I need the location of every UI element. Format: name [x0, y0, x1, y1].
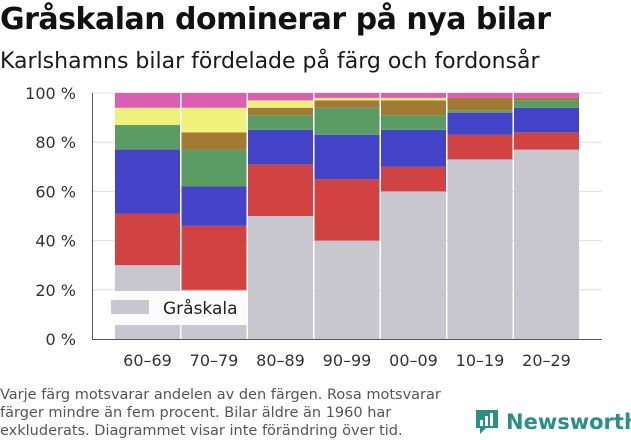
bar-segment-green	[181, 149, 247, 187]
bar-segment-blue	[381, 129, 446, 167]
bar-segment-yellow	[115, 107, 180, 125]
brand-name: Newsworthy	[506, 410, 631, 434]
x-tick-label: 00–09	[389, 351, 438, 370]
bar-segment-red	[314, 179, 380, 241]
bar-segment-green	[314, 107, 380, 135]
bar-segment-pink	[381, 93, 446, 98]
bar-segment-pink	[248, 93, 313, 101]
x-tick-label: 60–69	[123, 351, 172, 370]
bar-segment-brown	[314, 100, 380, 108]
bar-segment-red	[248, 164, 313, 216]
bar-segment-gray	[381, 191, 446, 339]
x-tick-label: 20–29	[522, 351, 571, 370]
bar-segment-brown	[248, 107, 313, 116]
chart-subtitle: Karlshamns bilar fördelade på färg och f…	[0, 49, 540, 74]
bar-segment-blue	[314, 134, 380, 180]
bar-segment-green	[381, 115, 446, 130]
bar-segment-red	[115, 213, 180, 266]
bar-segment-blue	[248, 129, 313, 165]
x-tick-label: 80–89	[256, 351, 305, 370]
bar-segment-green	[447, 110, 513, 113]
bar-segment-brown	[181, 132, 247, 150]
y-tick-label: 100 %	[25, 84, 76, 103]
y-tick-label: 40 %	[35, 232, 76, 251]
y-tick-label: 20 %	[35, 281, 76, 300]
newsworthy-logo-icon	[476, 410, 498, 434]
bar-segment-red	[514, 132, 579, 150]
bar-segment-blue	[447, 112, 513, 135]
legend-label: Gråskala	[163, 298, 238, 319]
bar-segment-green	[248, 115, 313, 130]
bar-segment-red	[447, 134, 513, 160]
bar-segment-pink	[181, 93, 247, 108]
bar-segment-yellow	[248, 100, 313, 108]
bar-segment-red	[381, 166, 446, 192]
x-tick-label: 10–19	[456, 351, 505, 370]
y-tick-label: 0 %	[46, 330, 76, 349]
bar-segment-brown	[381, 100, 446, 116]
bar-segment-gray	[248, 216, 313, 339]
bar-segment-pink	[115, 93, 180, 108]
bar-segment-green	[115, 124, 180, 150]
bar-segment-yellow	[314, 97, 380, 101]
bar-segment-brown	[514, 97, 579, 101]
footnote: Varje färg motsvarar andelen av den färg…	[0, 387, 441, 439]
x-tick-label: 70–79	[190, 351, 239, 370]
bar-segment-yellow	[381, 97, 446, 101]
bar-segment-pink	[314, 93, 380, 98]
bar-segment-pink	[514, 93, 579, 98]
bar-segment-gray	[514, 149, 579, 339]
bar-segment-gray	[314, 240, 380, 339]
y-tick-label: 80 %	[35, 133, 76, 152]
chart-title: Gråskalan dominerar på nya bilar	[0, 2, 551, 37]
bar-segment-gray	[447, 159, 513, 339]
y-tick-label: 60 %	[35, 182, 76, 201]
brand-logo[interactable]: Newsworthy	[474, 404, 631, 440]
x-tick-label: 90–99	[323, 351, 372, 370]
legend-swatch	[111, 300, 149, 314]
bar-segment-blue	[115, 149, 180, 214]
bar-segment-green	[514, 100, 579, 108]
bar-segment-pink	[447, 93, 513, 98]
bar-segment-blue	[514, 107, 579, 133]
bar-segment-yellow	[181, 107, 247, 133]
bar-segment-blue	[181, 186, 247, 226]
bar-segment-red	[181, 225, 247, 290]
bar-segment-brown	[447, 97, 513, 111]
